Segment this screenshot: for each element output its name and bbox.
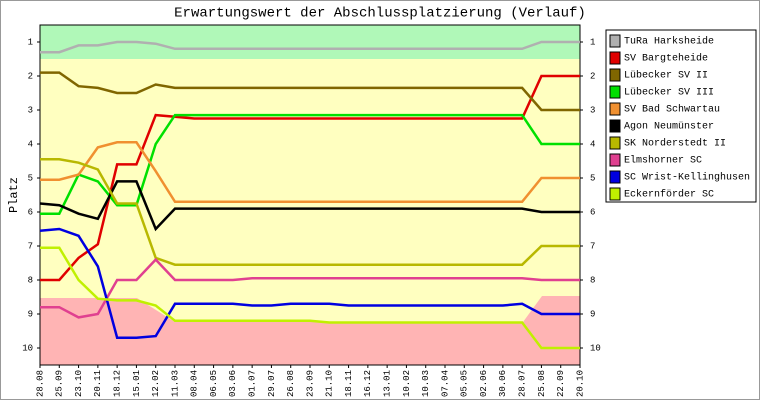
y2-tick-label: 4 [590,139,595,149]
x-tick-label: 28.07 [518,370,528,397]
x-tick-label: 25.08 [537,370,547,397]
y-tick-label: 6 [28,207,33,217]
x-tick-label: 16.12 [363,370,373,397]
legend-label: Elmshorner SC [624,155,702,167]
x-tick-label: 25.09 [55,370,65,397]
series-line [39,180,580,232]
x-tick-label: 07.04 [440,370,450,397]
x-tick-label: 13.01 [383,370,393,397]
x-tick-label: 05.05 [460,370,470,397]
x-tick-label: 20.11 [93,370,103,397]
x-tick-label: 06.05 [209,370,219,397]
x-tick-label: 21.10 [325,370,335,397]
legend-swatch [609,170,621,184]
y-tick-label: 9 [28,309,33,319]
series-line [40,40,580,54]
y-axis-label: Platz [7,177,21,213]
legend-swatch [609,102,621,116]
legend-swatch [609,34,621,48]
x-tick-label: 18.11 [344,370,354,397]
y2-tick-label: 10 [590,343,601,353]
y-tick-label: 7 [28,241,33,251]
series-line [40,71,580,112]
series-line [40,141,580,204]
x-tick-label: 23.09 [305,370,315,397]
legend-swatch [609,153,621,167]
legend-label: SK Norderstedt II [624,138,726,150]
legend-swatch [609,51,621,65]
legend-swatch [609,187,621,201]
x-tick-label: 01.07 [248,370,258,397]
relegation-zone [40,296,580,365]
x-tick-label: 15.01 [132,370,142,397]
y-tick-label: 1 [28,37,33,47]
legend-label: SV Bargteheide [624,53,708,65]
y2-tick-label: 9 [590,309,595,319]
y2-tick-label: 3 [590,105,595,115]
y-tick-label: 2 [28,71,33,81]
series-line [40,74,580,282]
y2-tick-label: 5 [590,173,595,183]
y-tick-label: 4 [28,139,33,149]
legend-label: Eckernförder SC [624,189,714,201]
y2-tick-label: 7 [590,241,595,251]
y2-tick-label: 1 [590,37,595,47]
chart-title: Erwartungswert der Abschlussplatzierung … [174,6,586,22]
series-line [40,257,580,319]
legend-swatch [609,136,621,150]
series-line [39,227,580,340]
x-tick-label: 26.08 [286,370,296,397]
legend-swatch [609,85,621,99]
series-line [40,113,580,215]
legend-label: SV Bad Schwartau [624,104,720,116]
legend-label: Lübecker SV II [624,70,708,82]
series-line [40,158,580,266]
y2-tick-label: 8 [590,275,595,285]
x-tick-label: 03.06 [228,370,238,397]
legend-label: TuRa Harksheide [624,36,714,48]
x-tick-label: 10.02 [402,370,412,397]
x-tick-label: 12.02 [151,370,161,397]
y2-tick-label: 6 [590,207,595,217]
series-line [40,246,580,350]
x-tick-label: 28.08 [35,370,45,397]
x-tick-label: 10.03 [421,370,431,397]
x-tick-label: 18.12 [113,370,123,397]
x-tick-label: 22.09 [556,370,566,397]
x-tick-label: 29.07 [267,370,277,397]
y-tick-label: 5 [28,173,33,183]
legend-label: Lübecker SV III [624,87,714,99]
x-tick-label: 02.06 [479,370,489,397]
legend-label: SC Wrist-Kellinghusen [624,172,750,184]
y-tick-label: 3 [28,105,33,115]
legend [605,29,757,203]
y-tick-label: 8 [28,275,33,285]
x-tick-label: 20.10 [575,370,585,397]
x-tick-label: 23.10 [74,370,84,397]
x-tick-label: 08.04 [190,370,200,397]
y2-tick-label: 2 [590,71,595,81]
legend-label: Agon Neumünster [624,121,714,133]
x-tick-label: 30.06 [498,370,508,397]
legend-swatch [609,68,621,82]
y-tick-label: 10 [22,343,33,353]
x-tick-label: 11.03 [170,370,180,397]
legend-swatch [609,119,621,133]
